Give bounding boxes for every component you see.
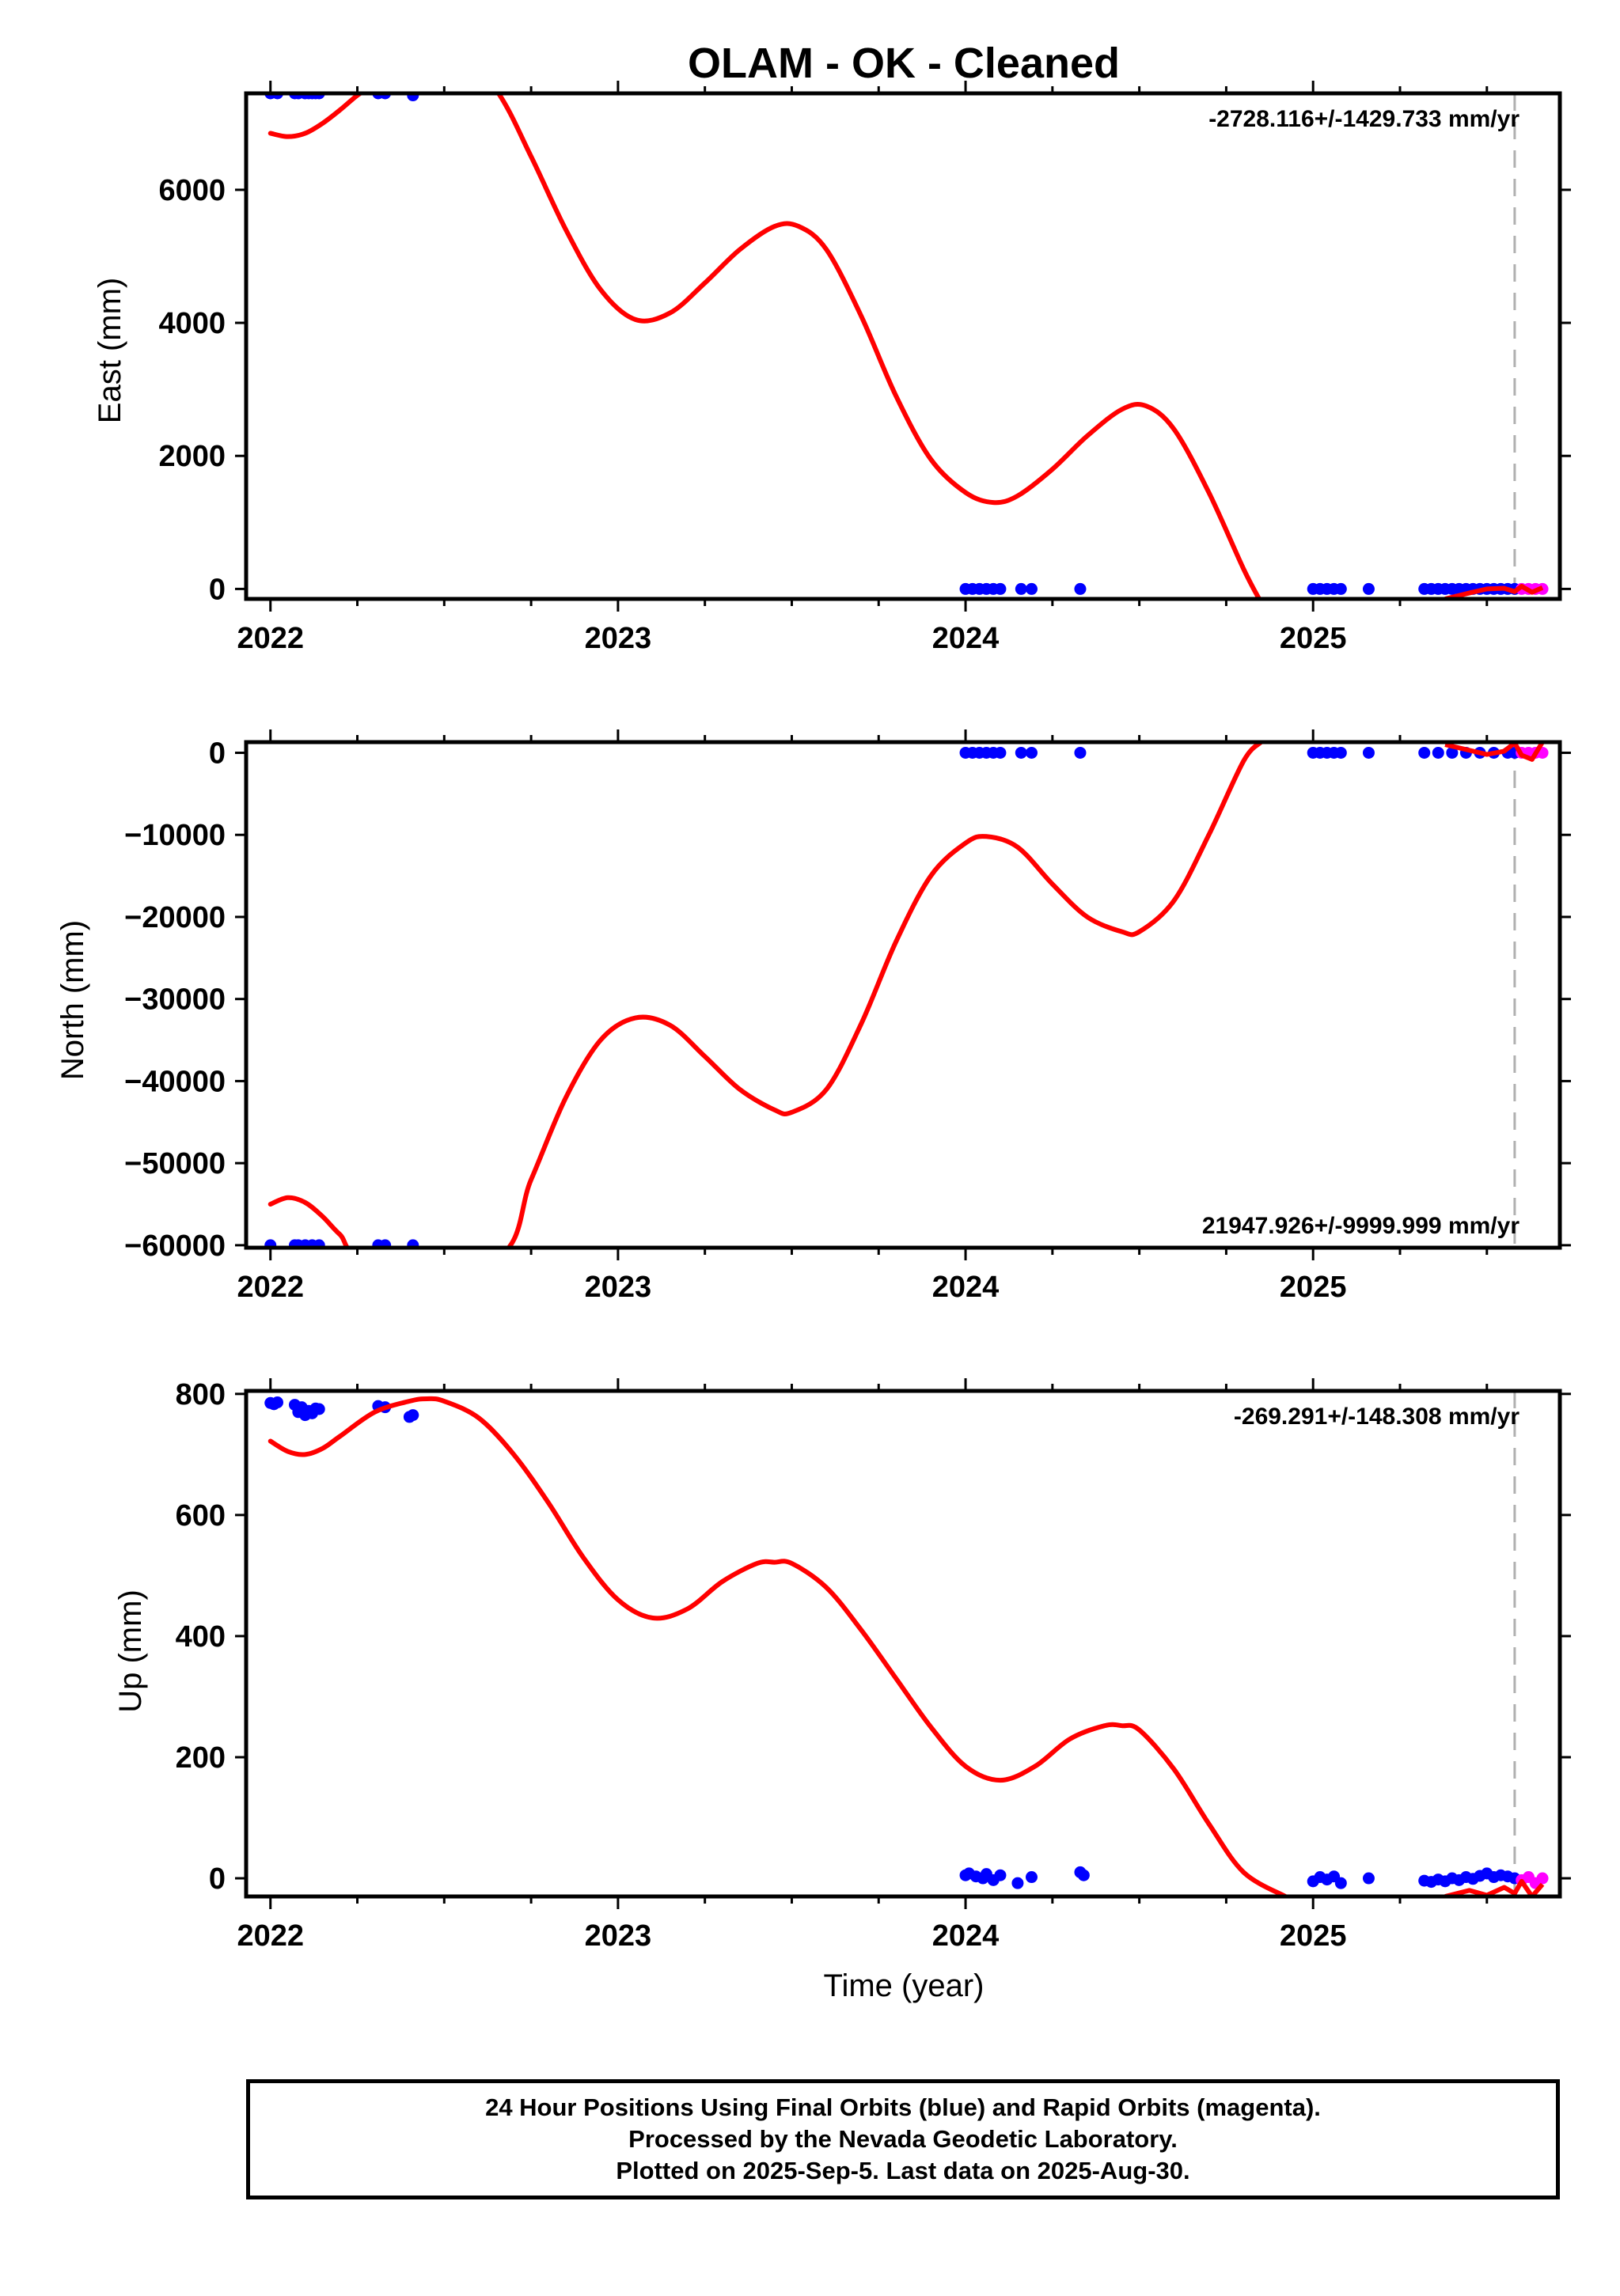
y-tick-label: −30000 <box>124 983 226 1017</box>
final-orbit-point <box>407 1239 419 1248</box>
final-orbit-point <box>1334 1877 1347 1889</box>
final-orbit-point <box>407 93 419 102</box>
final-orbit-point <box>1025 582 1038 595</box>
y-tick-label: 200 <box>176 1741 226 1775</box>
model-curve <box>267 93 1262 599</box>
y-tick-label: −40000 <box>124 1065 226 1098</box>
up-panel: 0 200 400 600 800 2022 2023 2024 2025 -269.291+/-… <box>176 1378 1571 1953</box>
final-orbit-point <box>1074 746 1087 759</box>
y-tick-label: 2000 <box>158 440 226 473</box>
plot-area <box>264 1391 1549 1896</box>
y-tick-label: 800 <box>176 1378 226 1411</box>
final-orbit-point <box>1025 746 1038 759</box>
plot-area <box>264 742 1549 1248</box>
final-orbit-point <box>1077 1869 1090 1881</box>
footer-box: 24 Hour Positions Using Final Orbits (bl… <box>246 2079 1560 2199</box>
final-orbit-point <box>1334 582 1347 595</box>
model-curve-end <box>1444 742 1545 762</box>
north-panel: −60000 −50000 −40000 −30000 −20000 −10000 0 202… <box>124 729 1571 1304</box>
y-tick-label: 6000 <box>158 174 226 207</box>
y-tick-label: −20000 <box>124 901 226 934</box>
model-curve-end <box>1444 1878 1545 1896</box>
final-orbit-point <box>271 1396 284 1409</box>
final-orbit-point <box>407 1409 419 1422</box>
final-orbit-point <box>1334 746 1347 759</box>
east-ylabel: East (mm) <box>93 278 127 423</box>
x-tick-label: 2022 <box>237 1919 304 1953</box>
y-tick-label: 4000 <box>158 307 226 340</box>
final-orbit-point <box>1025 1871 1038 1884</box>
time-xlabel: Time (year) <box>824 1968 985 2003</box>
x-tick-label: 2025 <box>1280 622 1347 655</box>
y-tick-label: −10000 <box>124 819 226 852</box>
final-orbit-point <box>313 1239 325 1248</box>
model-curve <box>267 742 1264 1248</box>
plot-frame <box>244 91 1562 601</box>
final-orbit-point <box>1362 746 1375 759</box>
final-orbit-point <box>313 1403 325 1415</box>
plot-frame <box>244 740 1562 1250</box>
footer-line-1: 24 Hour Positions Using Final Orbits (bl… <box>485 2093 1321 2121</box>
final-orbit-point <box>1432 746 1444 759</box>
y-tick-label: −60000 <box>124 1229 226 1263</box>
final-orbit-point <box>1446 746 1459 759</box>
rate-label: -2728.116+/-1429.733 mm/yr <box>1208 106 1519 132</box>
x-tick-label: 2024 <box>932 1919 1000 1953</box>
x-tick-label: 2024 <box>932 622 1000 655</box>
rate-label: -269.291+/-148.308 mm/yr <box>1234 1404 1519 1430</box>
final-orbit-point <box>1011 1877 1024 1889</box>
x-tick-label: 2023 <box>585 1271 652 1304</box>
x-tick-label: 2025 <box>1280 1919 1347 1953</box>
x-tick-label: 2025 <box>1280 1271 1347 1304</box>
final-orbit-point <box>994 582 1007 595</box>
final-orbit-point <box>994 746 1007 759</box>
final-orbit-point <box>1015 746 1027 759</box>
rapid-orbit-point <box>1536 1872 1549 1885</box>
footer-line-3: Plotted on 2025-Sep-5. Last data on 2025… <box>616 2157 1190 2184</box>
y-tick-label: 400 <box>176 1620 226 1654</box>
model-curve-end <box>1444 584 1544 599</box>
y-tick-label: 0 <box>209 737 226 770</box>
rate-label: 21947.926+/-9999.999 mm/yr <box>1202 1213 1519 1239</box>
final-orbit-point <box>264 1239 277 1248</box>
x-tick-label: 2024 <box>932 1271 1000 1304</box>
final-orbit-point <box>1074 582 1087 595</box>
final-orbit-point <box>1418 746 1431 759</box>
up-ylabel: Up (mm) <box>113 1589 148 1713</box>
x-tick-label: 2022 <box>237 1271 304 1304</box>
final-orbit-point <box>1362 582 1375 595</box>
east-panel: 0 2000 4000 6000 2022 2023 2024 2025 -2728.116+/… <box>158 81 1571 655</box>
final-orbit-point <box>1362 1872 1375 1885</box>
y-tick-label: 0 <box>209 573 226 606</box>
y-tick-label: 0 <box>209 1862 226 1896</box>
north-ylabel: North (mm) <box>55 920 90 1080</box>
chart-title: OLAM - OK - Cleaned <box>688 40 1120 87</box>
x-tick-label: 2023 <box>585 1919 652 1953</box>
footer-line-2: Processed by the Nevada Geodetic Laborat… <box>628 2125 1178 2153</box>
plot-frame <box>244 1389 1562 1899</box>
final-orbit-point <box>379 1239 392 1248</box>
x-tick-label: 2022 <box>237 622 304 655</box>
x-tick-label: 2023 <box>585 622 652 655</box>
y-tick-label: −50000 <box>124 1147 226 1180</box>
model-curve <box>267 1396 1288 1896</box>
final-orbit-point <box>1015 582 1027 595</box>
y-tick-label: 600 <box>176 1499 226 1533</box>
final-orbit-point <box>994 1869 1007 1881</box>
